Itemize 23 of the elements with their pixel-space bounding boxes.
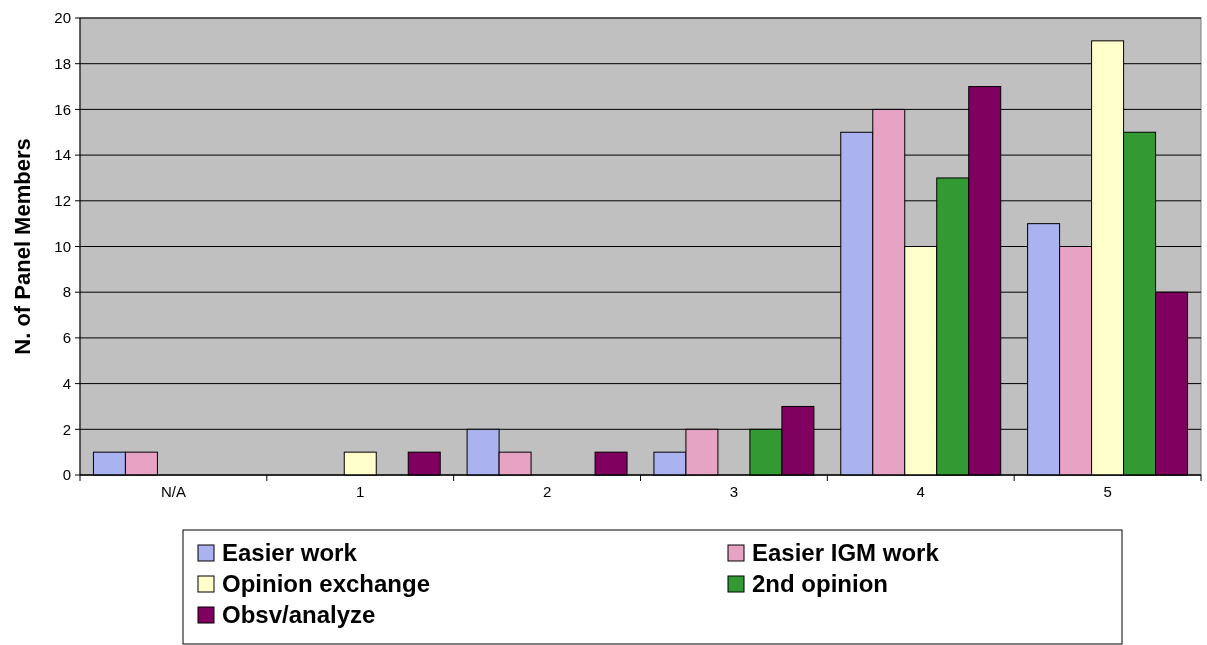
y-axis-title: N. of Panel Members <box>10 138 35 355</box>
legend-label: 2nd opinion <box>752 570 888 598</box>
x-tick-label: 5 <box>1103 483 1112 500</box>
y-tick-label: 4 <box>62 374 71 392</box>
legend-label: Opinion exchange <box>222 570 431 598</box>
y-tick-label: 20 <box>54 9 71 27</box>
legend-label: Easier work <box>222 539 358 567</box>
legend-label: Obsv/analyze <box>222 601 376 629</box>
x-tick-label: N/A <box>160 483 186 500</box>
y-tick-label: 10 <box>54 237 71 255</box>
y-tick-label: 14 <box>54 146 71 164</box>
x-tick-label: 2 <box>542 483 552 500</box>
x-tick-label: 4 <box>916 483 925 500</box>
y-tick-label: 12 <box>54 192 71 210</box>
y-tick-label: 2 <box>62 420 71 438</box>
y-tick-label: 16 <box>54 100 71 118</box>
x-tick-label: 1 <box>356 483 365 500</box>
y-tick-label: 8 <box>62 283 71 301</box>
x-tick-label: 3 <box>729 483 739 500</box>
legend-label: Easier IGM work <box>752 539 940 567</box>
y-tick-label: 0 <box>62 466 71 484</box>
y-tick-label: 6 <box>62 329 71 347</box>
y-tick-label: 18 <box>54 54 71 72</box>
